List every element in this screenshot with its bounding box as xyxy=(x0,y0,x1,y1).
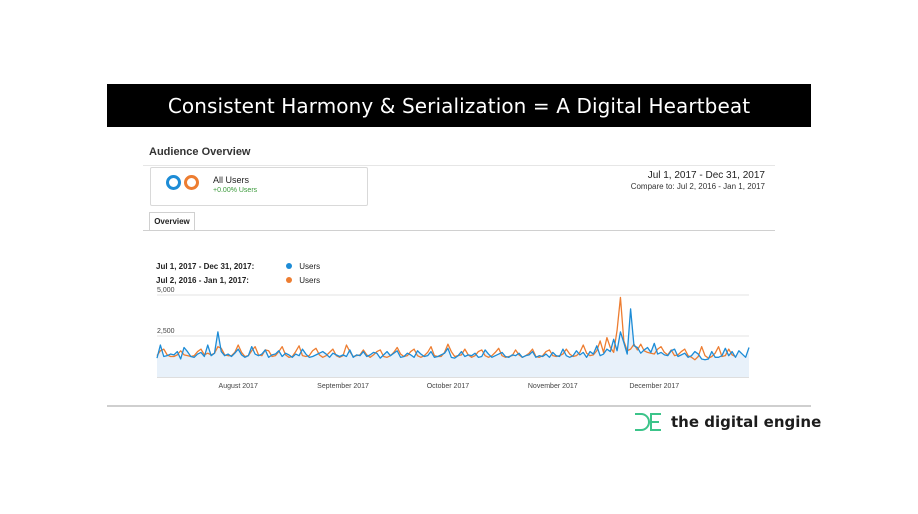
tab-divider xyxy=(143,230,775,231)
legend-current-range: Jul 1, 2017 - Dec 31, 2017: xyxy=(156,262,255,271)
tab-overview[interactable]: Overview xyxy=(149,212,195,231)
brand-logo: the digital engine xyxy=(634,413,821,431)
slide-title: Consistent Harmony & Serialization = A D… xyxy=(107,84,811,127)
x-tick-label: August 2017 xyxy=(219,383,258,390)
users-line-chart: 2,500 5,000 August 2017 September 2017 Octob… xyxy=(156,287,750,390)
header-divider xyxy=(143,165,775,166)
x-tick-label: October 2017 xyxy=(427,383,470,390)
analytics-panel: Audience Overview All Users +0.00% Users… xyxy=(143,140,775,394)
brand-name: the digital engine xyxy=(671,413,822,431)
compare-ring-icon xyxy=(184,175,199,190)
x-tick-label: November 2017 xyxy=(528,383,578,390)
legend-compare-dot xyxy=(286,277,293,283)
series-current-line xyxy=(156,308,750,361)
compare-range: Compare to: Jul 2, 2016 - Jan 1, 2017 xyxy=(630,182,765,191)
digital-engine-logo-icon xyxy=(635,413,661,431)
report-title: Audience Overview xyxy=(149,146,251,158)
segment-ring-icon xyxy=(166,175,181,190)
footer-divider xyxy=(107,405,811,407)
date-range-picker[interactable]: Jul 1, 2017 - Dec 31, 2017 xyxy=(647,170,765,181)
series-current-area xyxy=(157,308,749,377)
y-tick-label: 5,000 xyxy=(157,287,175,294)
segment-change: +0.00% Users xyxy=(213,187,258,194)
segment-selector[interactable]: All Users +0.00% Users xyxy=(150,167,368,206)
legend-current-dot xyxy=(286,263,293,269)
legend-compare-metric: Users xyxy=(299,276,321,285)
legend-current: Jul 1, 2017 - Dec 31, 2017: Users xyxy=(156,262,320,271)
series-compare-line xyxy=(156,296,736,361)
y-tick-label: 2,500 xyxy=(157,328,175,335)
segment-name: All Users xyxy=(213,175,250,185)
legend-compare-range: Jul 2, 2016 - Jan 1, 2017: xyxy=(156,276,249,285)
x-tick-label: September 2017 xyxy=(317,383,369,390)
legend-compare: Jul 2, 2016 - Jan 1, 2017: Users xyxy=(156,276,320,285)
x-tick-label: December 2017 xyxy=(629,383,679,390)
legend-current-metric: Users xyxy=(299,262,321,271)
